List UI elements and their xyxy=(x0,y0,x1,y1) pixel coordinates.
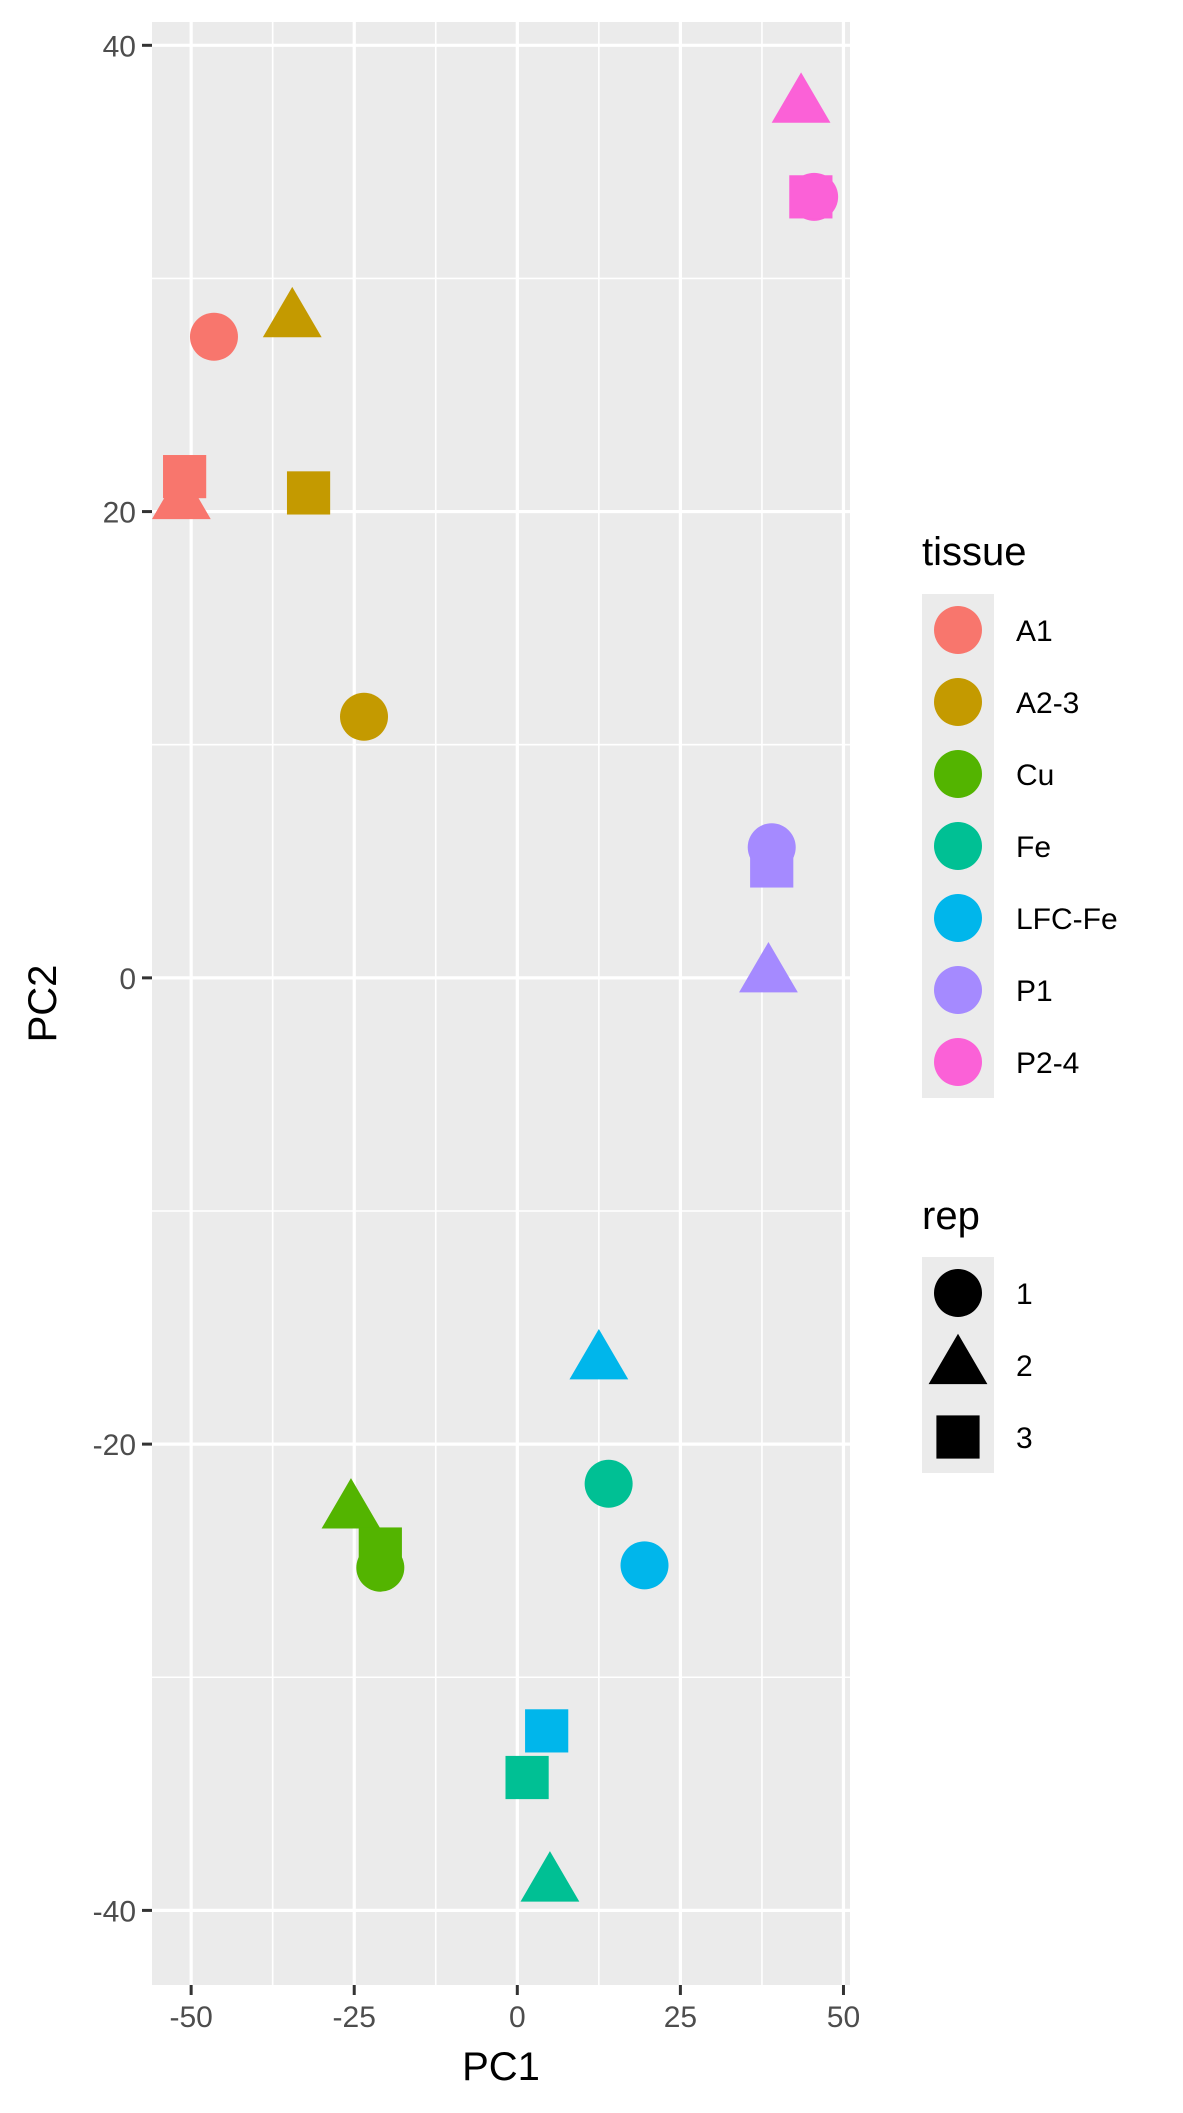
x-tick-label: -25 xyxy=(333,2001,376,2034)
x-tick-label: 25 xyxy=(664,2001,697,2034)
data-point-lfc-fe-rep3 xyxy=(525,1709,569,1753)
legend-key-lfc-fe xyxy=(934,894,982,942)
y-tick-label: 20 xyxy=(103,497,136,530)
legend-rep: rep 1 2 3 xyxy=(922,1194,1033,1473)
legend-key-p2-4 xyxy=(934,1038,982,1086)
legend-key-cu xyxy=(934,750,982,798)
legend-rep-title: rep xyxy=(922,1194,980,1238)
data-point-fe-rep2 xyxy=(520,1851,580,1902)
y-tick-label: -20 xyxy=(93,1429,136,1462)
legend-key-a2-3 xyxy=(934,678,982,726)
legend-label-rep-2: 2 xyxy=(1016,1350,1033,1383)
x-tick-label: -50 xyxy=(169,2001,212,2034)
data-point-cu-rep2 xyxy=(321,1478,381,1529)
data-points xyxy=(151,72,839,1902)
data-point-fe-rep3 xyxy=(505,1755,549,1800)
legend-key-a1 xyxy=(934,606,982,654)
legend-key-p1 xyxy=(934,966,982,1014)
data-point-p2-4-rep2 xyxy=(771,72,831,123)
data-point-lfc-fe-rep1 xyxy=(620,1541,669,1590)
y-tick-label: 0 xyxy=(119,963,136,996)
data-point-a1-rep3 xyxy=(163,455,207,499)
data-point-p1-rep3 xyxy=(750,844,794,888)
data-point-a2-3-rep2 xyxy=(262,286,322,338)
legend-label-p2-4: P2-4 xyxy=(1016,1047,1079,1080)
plot-panel xyxy=(152,22,850,1985)
data-point-a1-rep1 xyxy=(189,312,238,361)
y-axis-label: PC2 xyxy=(21,965,65,1043)
legend-label-a2-3: A2-3 xyxy=(1016,687,1079,720)
x-tick-label: 0 xyxy=(509,2001,526,2034)
data-point-a2-3-rep3 xyxy=(286,471,331,515)
legend-tissue-title: tissue xyxy=(922,530,1027,574)
x-axis: -50 -25 0 25 50 xyxy=(169,1985,860,2034)
y-tick-label: -40 xyxy=(93,1895,136,1928)
data-point-a2-3-rep1 xyxy=(340,692,389,741)
legend-key-rep-1 xyxy=(934,1269,982,1317)
legend-label-a1: A1 xyxy=(1016,615,1053,648)
legend-key-rep-2 xyxy=(928,1333,988,1385)
minor-gridlines xyxy=(152,22,850,1985)
data-point-fe-rep1 xyxy=(584,1459,633,1508)
data-point-p2-4-rep3 xyxy=(789,175,833,219)
legend-label-lfc-fe: LFC-Fe xyxy=(1016,903,1118,936)
legend-label-p1: P1 xyxy=(1016,975,1053,1008)
x-axis-label: PC1 xyxy=(462,2045,540,2089)
data-point-cu-rep3 xyxy=(358,1527,402,1571)
x-tick-label: 50 xyxy=(827,2001,860,2034)
data-point-p1-rep2 xyxy=(739,941,798,993)
legend-key-fe xyxy=(934,822,982,870)
legend-key-rep-3 xyxy=(936,1415,980,1459)
legend-label-fe: Fe xyxy=(1016,831,1051,864)
major-gridlines xyxy=(152,22,850,1985)
data-point-lfc-fe-rep2 xyxy=(569,1328,629,1380)
legend-label-cu: Cu xyxy=(1016,759,1054,792)
legend-label-rep-1: 1 xyxy=(1016,1278,1033,1311)
y-tick-label: 40 xyxy=(103,30,136,63)
y-axis: -40 -20 0 20 40 xyxy=(93,30,152,1928)
legend-label-rep-3: 3 xyxy=(1016,1422,1033,1455)
legend-tissue: tissue A1 A2-3 Cu Fe LFC-Fe P1 P2-4 xyxy=(922,530,1118,1098)
